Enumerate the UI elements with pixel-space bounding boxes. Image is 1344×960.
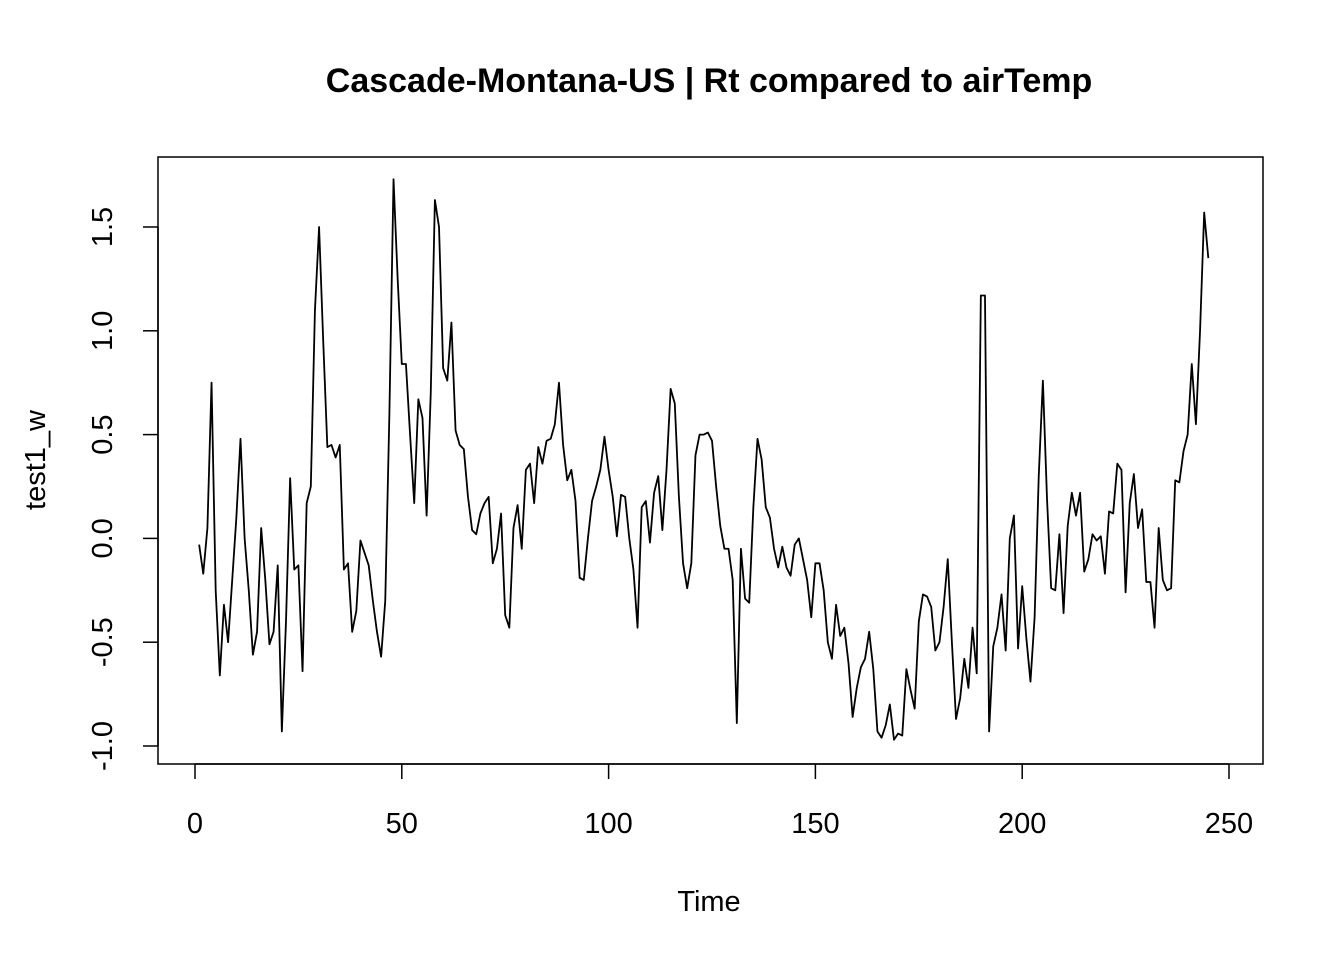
y-tick-label: 0.5 [87, 414, 119, 454]
y-axis: -1.0 -0.5 0.0 0.5 1.0 1.5 [87, 207, 159, 771]
plot-frame [157, 156, 1264, 765]
x-axis-label: Time [677, 886, 740, 918]
x-tick-label: 200 [998, 808, 1046, 840]
y-tick-label: 1.5 [87, 207, 119, 247]
chart-title: Cascade-Montana-US | Rt compared to airT… [326, 62, 1092, 100]
x-tick-label: 250 [1205, 808, 1253, 840]
x-tick-label: 150 [791, 808, 839, 840]
y-tick-label: -0.5 [87, 617, 119, 667]
x-tick-label: 0 [187, 808, 203, 840]
y-tick-label: -1.0 [87, 721, 119, 771]
x-tick-label: 50 [386, 808, 418, 840]
y-tick-label: 1.0 [87, 311, 119, 351]
x-axis: 0 50 100 150 200 250 [187, 763, 1253, 840]
x-tick-label: 100 [584, 808, 632, 840]
series-line [198, 178, 1210, 741]
y-tick-label: 0.0 [87, 518, 119, 558]
y-axis-label: test1_w [20, 409, 52, 510]
